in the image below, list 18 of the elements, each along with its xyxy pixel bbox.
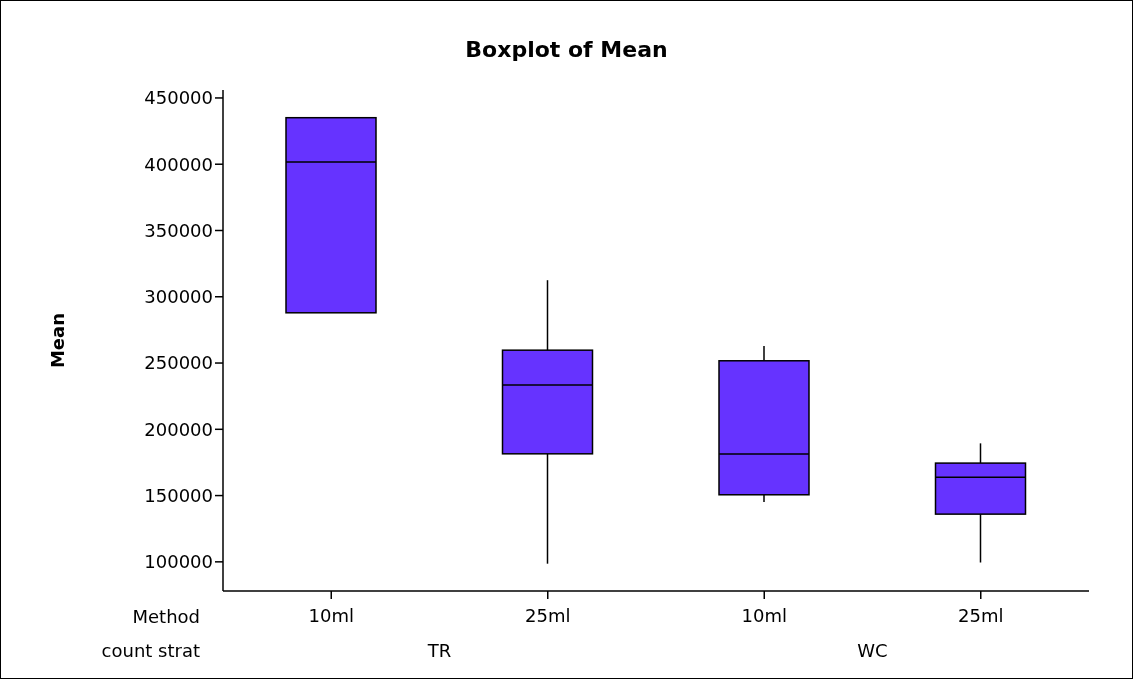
- y-tick-label: 250000: [144, 352, 213, 374]
- x-axis-title: Method: [132, 606, 200, 627]
- y-axis-title: Mean: [47, 312, 68, 369]
- x-tick-label: 10ml: [741, 604, 787, 626]
- y-tick-label: 200000: [144, 418, 213, 440]
- text: count strat: [101, 640, 200, 661]
- y-tick-label: 450000: [144, 87, 213, 109]
- x-tick-label: 25ml: [958, 604, 1004, 626]
- chart-title: Boxplot of Mean: [465, 37, 668, 62]
- x-tick-label: 25ml: [525, 604, 571, 626]
- text: TR: [426, 640, 452, 661]
- y-tick-label: 350000: [144, 219, 213, 241]
- y-tick-label: 300000: [144, 286, 213, 308]
- y-tick-label: 100000: [144, 551, 213, 573]
- text: WC: [857, 640, 888, 661]
- y-tick-label: 400000: [144, 153, 213, 175]
- y-tick-label: 150000: [144, 484, 213, 506]
- x-tick-label: 10ml: [308, 604, 354, 626]
